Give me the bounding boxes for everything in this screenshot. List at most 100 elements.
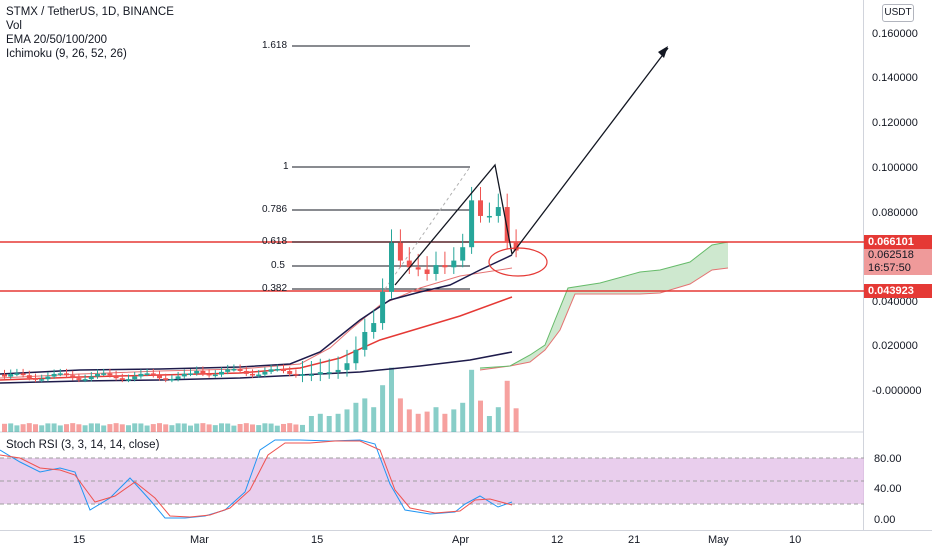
fib-label: 0.5 <box>271 260 285 271</box>
stoch-rsi-label[interactable]: Stoch RSI (3, 3, 14, 14, close) <box>6 439 160 451</box>
candle-body <box>362 331 368 350</box>
ichimoku-span-a <box>479 241 729 369</box>
symbol-title[interactable]: STMX / TetherUS, 1D, BINANCE <box>6 6 174 18</box>
price-axis-label: 0.040000 <box>872 296 918 308</box>
volume-bar <box>344 409 350 432</box>
stoch-k-line <box>0 439 513 519</box>
candle-body <box>353 349 359 364</box>
price-axis-label: 0.140000 <box>872 72 918 84</box>
candle-body <box>274 368 280 371</box>
volume-bar <box>231 425 237 432</box>
candle-body <box>51 373 57 377</box>
candle-body <box>126 379 131 381</box>
volume-bar <box>469 369 475 432</box>
volume-bar <box>206 424 212 432</box>
current-price-tag: 0.062518 16:57:50 <box>864 249 932 275</box>
candle-body <box>70 375 76 379</box>
candle-body <box>2 374 7 377</box>
candle-body <box>64 373 69 376</box>
candle-body <box>39 379 45 381</box>
volume-bar <box>268 423 274 432</box>
candle-body <box>335 369 341 373</box>
volume-bar <box>478 400 483 432</box>
price-axis-label: -0.000000 <box>872 385 922 397</box>
candle-body <box>200 370 206 374</box>
ichimoku-span-b <box>479 267 729 371</box>
volume-bar <box>243 423 249 432</box>
candle-body <box>95 373 100 377</box>
projection-path[interactable] <box>394 47 669 286</box>
candle-body <box>308 374 314 376</box>
volume-bar <box>57 425 63 432</box>
volume-bar <box>460 402 466 432</box>
volume-bar <box>132 423 138 432</box>
candle-body <box>119 378 125 380</box>
candlesticks <box>2 186 519 383</box>
volume-bar <box>2 423 7 432</box>
volume-bars <box>2 367 519 432</box>
candle-body <box>144 373 150 375</box>
candle-body <box>181 373 187 377</box>
candle-body <box>206 373 212 376</box>
candle-body <box>460 247 466 261</box>
time-axis-label: 21 <box>628 534 640 546</box>
volume-bar <box>300 424 305 432</box>
price-axis-label: 0.160000 <box>872 28 918 40</box>
price-axis-label: 0.120000 <box>872 117 918 129</box>
candle-body <box>8 373 14 377</box>
volume-bar <box>293 424 299 432</box>
candle-body <box>150 373 156 376</box>
ichimoku-cloud <box>480 242 728 370</box>
candle-body <box>250 373 255 376</box>
candle-body <box>188 373 193 375</box>
volume-bar <box>326 416 332 432</box>
time-axis-label: Mar <box>190 534 209 546</box>
candle-body <box>14 373 20 375</box>
candle-body <box>194 370 200 374</box>
volume-bar <box>406 409 412 432</box>
candle-body <box>415 267 421 270</box>
volume-bar <box>486 416 492 432</box>
volume-bar <box>113 423 119 432</box>
volume-bar <box>415 413 421 432</box>
rsi-axis-label: 0.00 <box>874 514 895 526</box>
volume-bar <box>119 424 125 432</box>
ema-indicator-label[interactable]: EMA 20/50/100/200 <box>6 34 108 46</box>
candle-body <box>469 200 475 248</box>
candle-body <box>268 369 274 372</box>
candle-body <box>433 265 439 274</box>
candle-body <box>175 376 181 380</box>
candle-body <box>26 375 32 379</box>
volume-bar <box>433 407 439 432</box>
fib-label: 0.382 <box>262 283 288 294</box>
candle-body <box>20 373 26 376</box>
volume-bar <box>8 423 14 432</box>
ichimoku-indicator-label[interactable]: Ichimoku (9, 26, 52, 26) <box>6 48 127 60</box>
candle-body <box>344 363 350 370</box>
volume-bar <box>194 423 200 432</box>
candle-body <box>88 376 94 380</box>
volume-bar <box>64 424 69 432</box>
candle-body <box>495 207 501 216</box>
time-axis: 15 Mar 15 Apr 12 21 May 10 <box>73 534 801 546</box>
volume-bar <box>200 423 206 432</box>
candle-body <box>451 260 457 268</box>
volume-bar <box>212 425 218 432</box>
volume-bar <box>219 423 224 432</box>
volume-bar <box>504 380 510 432</box>
volume-bar <box>397 398 403 432</box>
volume-bar <box>281 423 286 432</box>
currency-button[interactable]: USDT <box>882 4 914 22</box>
volume-bar <box>82 425 88 432</box>
candle-body <box>287 371 293 374</box>
vol-indicator-label[interactable]: Vol <box>6 20 22 32</box>
volume-bar <box>101 425 107 432</box>
volume-bar <box>287 423 293 432</box>
candle-body <box>113 375 119 379</box>
candle-body <box>107 373 113 376</box>
highlight-ellipse[interactable] <box>488 247 548 277</box>
fib-retracement[interactable] <box>292 45 471 290</box>
candle-body <box>237 368 243 371</box>
volume-bar <box>256 425 262 432</box>
